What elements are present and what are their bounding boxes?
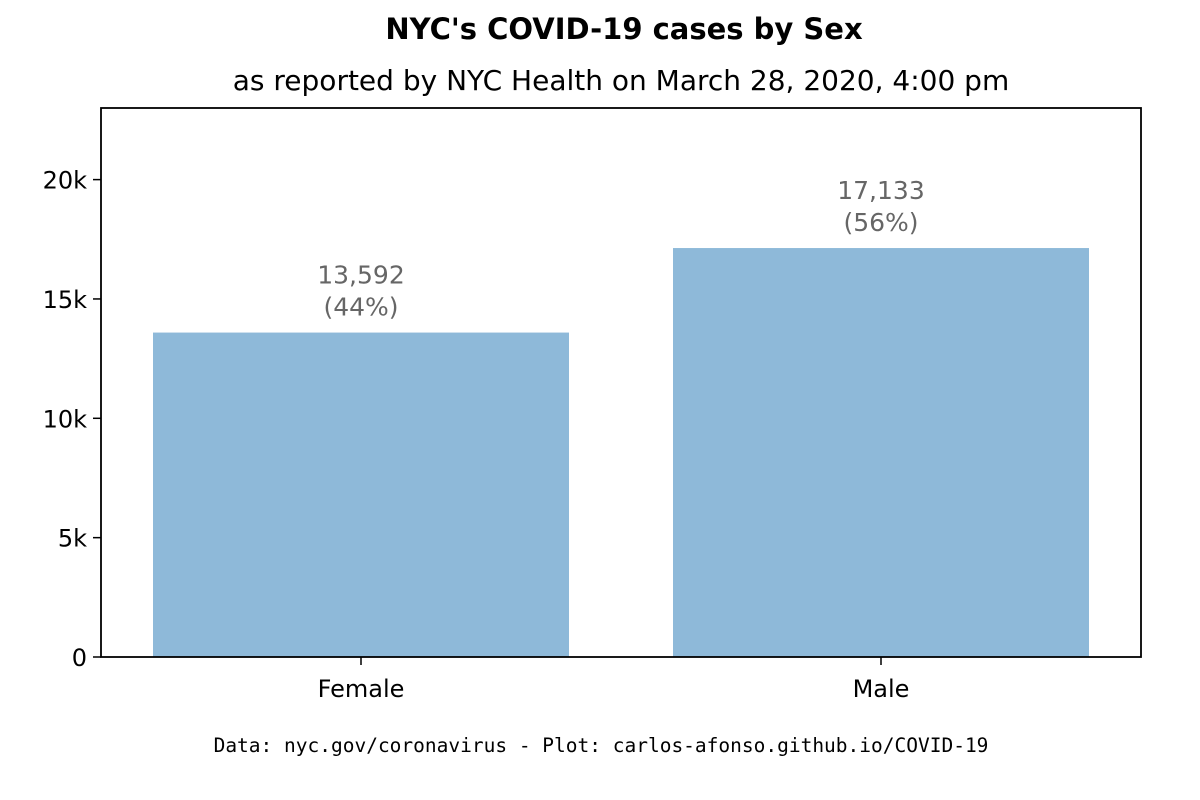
- bar-female: [153, 332, 569, 657]
- x-tick-label: Female: [318, 675, 405, 703]
- y-tick-label: 0: [72, 644, 87, 672]
- source-footer: Data: nyc.gov/coronavirus - Plot: carlos…: [213, 734, 989, 757]
- plot-frame: [100, 107, 1142, 658]
- data-label-count: 17,133: [837, 176, 924, 205]
- y-tick-label: 20k: [43, 167, 88, 195]
- y-tick-label: 5k: [58, 525, 87, 553]
- data-label-percent: (44%): [323, 293, 398, 322]
- y-tick-label: 10k: [43, 405, 88, 433]
- chart-subtitle: as reported by NYC Health on March 28, 2…: [232, 64, 1010, 97]
- chart-title: NYC's COVID-19 cases by Sex: [385, 12, 863, 46]
- data-label-percent: (56%): [843, 208, 918, 237]
- x-tick-label: Male: [853, 675, 910, 703]
- data-label-count: 13,592: [317, 261, 404, 290]
- y-tick-label: 15k: [43, 286, 88, 314]
- bar-male: [673, 248, 1089, 658]
